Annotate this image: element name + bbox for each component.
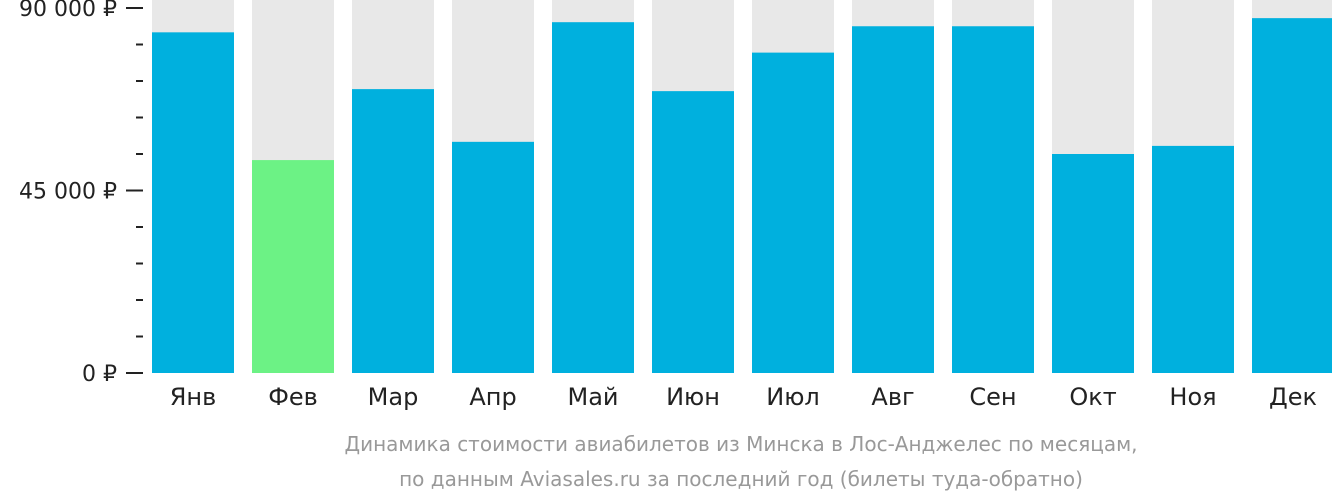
x-tick-label: Дек [1269,383,1317,411]
x-tick-label: Фев [268,383,318,411]
x-tick-label: Авг [871,383,914,411]
bar-10 [1052,154,1134,373]
bar-1 [152,32,234,373]
x-tick-label: Мар [368,383,419,411]
chart-caption-line-2: по данным Aviasales.ru за последний год … [399,467,1083,491]
bar-11 [1152,145,1234,373]
bar-3 [352,89,434,373]
x-tick-label: Июн [666,383,720,411]
bar-9 [952,26,1034,373]
x-tick-label: Ноя [1169,383,1216,411]
x-tick-label: Янв [170,383,217,411]
bar-5 [552,22,634,373]
bar-12 [1252,18,1332,374]
bar-2 [252,160,334,373]
bar-8 [852,26,934,373]
x-tick-label: Окт [1069,383,1116,411]
y-tick-label: 45 000 ₽ [19,180,117,205]
bar-4 [452,141,534,373]
bar-7 [752,52,834,373]
bar-6 [652,91,734,373]
x-tick-label: Июл [766,383,820,411]
x-tick-label: Сен [969,383,1016,411]
x-tick-label: Апр [469,383,516,411]
x-tick-label: Май [567,383,618,411]
price-bar-chart: Янв Фев Мар Апр Май Июн Июл Авг Сен Окт Ноя Дек 0 ₽ 4… [19,0,1332,411]
y-tick-label: 0 ₽ [82,362,117,387]
chart-caption-line-1: Динамика стоимости авиабилетов из Минска… [344,432,1138,456]
y-tick-label: 90 000 ₽ [19,0,117,22]
